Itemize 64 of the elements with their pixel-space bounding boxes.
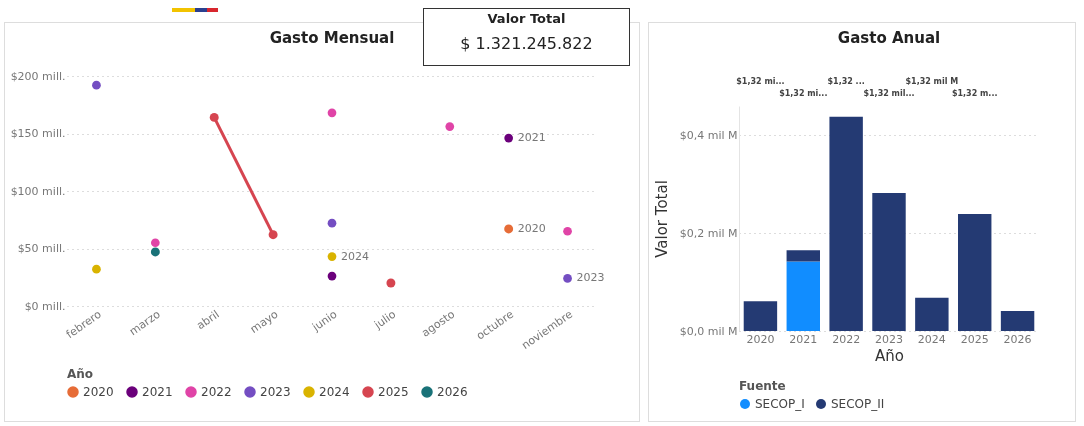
bar <box>915 297 949 331</box>
point <box>150 238 160 248</box>
y-tick-label: $0,2 mil M <box>679 226 738 240</box>
bar <box>786 261 820 331</box>
point <box>327 218 337 228</box>
y-tick-label: $0,0 mil M <box>679 324 738 338</box>
legend-label: 2026 <box>437 385 468 399</box>
point <box>92 264 101 274</box>
point <box>445 122 455 131</box>
annotation: 2023 <box>576 271 605 285</box>
text: $1,32 mil... <box>863 89 915 98</box>
text: $1,32 mil M <box>905 77 959 86</box>
annotation: 2020 <box>517 221 546 235</box>
text: $1,32 mi... <box>736 77 785 86</box>
point <box>563 226 572 236</box>
point <box>268 230 278 240</box>
x-axis-title: Año <box>875 346 904 365</box>
x-tick-label: 2020 <box>746 332 775 346</box>
legend-label: 2023 <box>260 385 291 399</box>
point <box>92 80 101 90</box>
legend-title: Año <box>67 367 94 381</box>
legend-label: 2021 <box>142 385 173 399</box>
y-tick-label: $0 mill. <box>24 299 66 313</box>
x-tick-label: 2022 <box>832 332 861 346</box>
point <box>327 271 337 281</box>
text: Valor Total <box>486 11 567 26</box>
text: $ 1.321.245.822 <box>459 34 594 53</box>
bar <box>872 193 906 331</box>
y-tick-label: $200 mill. <box>10 69 66 83</box>
legend-label: 2020 <box>83 385 114 399</box>
chart-title: Gasto Anual <box>837 29 941 47</box>
y-tick-label: $150 mill. <box>10 127 66 140</box>
bar <box>786 250 820 262</box>
legend-label: SECOP_I <box>755 397 805 411</box>
legend-label: 2022 <box>201 385 232 399</box>
legend-label: 2024 <box>319 385 350 399</box>
y-tick-label: $0,4 mil M <box>679 128 738 142</box>
point <box>327 252 337 261</box>
legend-label: SECOP_II <box>831 397 885 411</box>
bar <box>829 116 863 331</box>
x-tick-label: 2024 <box>917 332 946 346</box>
legend-label: 2025 <box>378 385 409 399</box>
y-tick-label: $50 mill. <box>17 242 66 255</box>
chart-title: Gasto Mensual <box>269 29 395 47</box>
annotation: 2024 <box>341 249 369 263</box>
point <box>386 278 396 288</box>
text: $1,32 mi... <box>779 89 828 98</box>
y-tick-label: $100 mill. <box>10 184 66 198</box>
y-axis-title: Valor Total <box>652 180 671 258</box>
annotation: 2021 <box>517 131 546 145</box>
legend-title: Fuente <box>739 379 786 393</box>
bar <box>958 214 992 331</box>
bar <box>743 301 778 331</box>
bar <box>1000 310 1035 331</box>
text: $1,32 m... <box>951 89 998 98</box>
x-tick-label: 2026 <box>1003 332 1032 346</box>
point <box>209 112 219 122</box>
text: $1,32 ... <box>827 77 865 86</box>
x-tick-label: 2021 <box>789 332 818 346</box>
x-tick-label: 2023 <box>875 332 903 346</box>
point <box>563 274 572 283</box>
x-tick-label: 2025 <box>960 332 989 346</box>
point <box>504 133 514 143</box>
point <box>327 108 337 118</box>
